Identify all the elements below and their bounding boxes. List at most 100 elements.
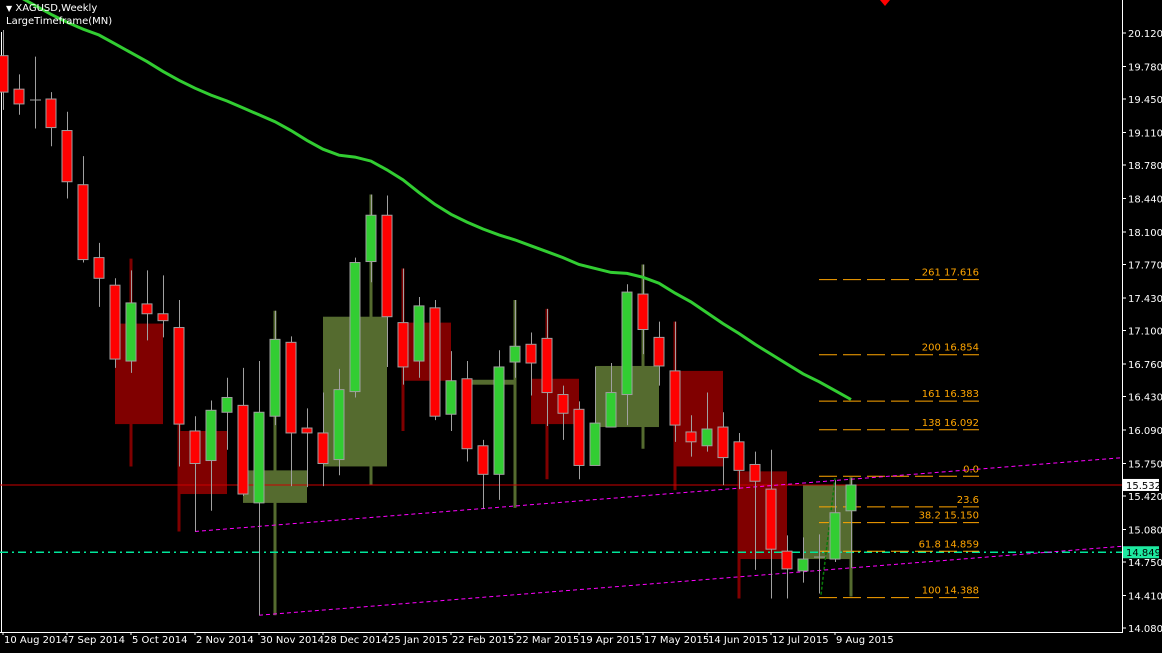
candle (829, 480, 841, 562)
candle (205, 400, 217, 511)
candle (509, 299, 521, 378)
candle (333, 368, 345, 476)
horizontal-lines (0, 484, 1122, 553)
candle (621, 284, 633, 426)
candle (125, 270, 137, 373)
bear-candle-body (653, 336, 665, 367)
bull-candle-body (349, 262, 361, 393)
time-tick-label: 9 Aug 2015 (836, 635, 894, 646)
candle (605, 363, 617, 428)
price-tick-label: 15.420 (1128, 492, 1162, 503)
candle (285, 336, 297, 487)
monthly-candle-body (115, 323, 163, 425)
bear-candle-body (285, 341, 297, 434)
price-tick-label: 16.760 (1128, 360, 1162, 371)
time-tick-label: 30 Nov 2014 (260, 635, 324, 646)
candle (717, 412, 729, 486)
bear-candle-body (45, 98, 57, 129)
monthly-candle-body (243, 470, 307, 503)
trendlines[interactable] (194, 457, 1122, 616)
time-axis[interactable]: 10 Aug 2014 7 Sep 2014 5 Oct 2014 2 Nov 201… (2, 632, 894, 646)
bull-candle-body (125, 302, 137, 362)
bear-candle-body (77, 184, 89, 261)
candle (845, 478, 857, 568)
candle (349, 257, 361, 398)
price-tick-label: 17.770 (1128, 260, 1162, 271)
bull-candle-body (493, 366, 505, 475)
bear-candle-body (733, 441, 745, 471)
candle (541, 308, 553, 427)
candle (477, 439, 489, 509)
candle (221, 377, 233, 450)
fib-level-label: 38.2 15.150 (919, 511, 979, 522)
bull-candle-body (365, 214, 377, 263)
indicator-label: LargeTimeframe(MN) (6, 16, 113, 27)
price-tick-label: 19.780 (1128, 62, 1162, 73)
bull-candle-body (445, 380, 457, 415)
monthly-candle-body (675, 370, 723, 467)
candle (30, 56, 41, 129)
bear-candle-body (429, 307, 441, 417)
bear-candle-body (13, 88, 25, 105)
bull-candle-body (333, 389, 345, 461)
bear-candle-body (717, 426, 729, 459)
bear-candle-body (397, 322, 409, 368)
chart-title: ▼ XAGUSD,Weekly (6, 3, 97, 15)
candle (461, 361, 473, 462)
level-price-tag-label: 14.849 (1126, 548, 1161, 559)
bear-candle-body (93, 257, 105, 279)
bull-candle-body (269, 338, 281, 417)
collapse-triangle-icon[interactable]: ▼ (6, 4, 13, 13)
price-tick-label: 18.440 (1128, 194, 1162, 205)
time-tick-label: 2 Nov 2014 (196, 635, 254, 646)
trendline[interactable] (194, 457, 1122, 532)
fib-trend-line[interactable] (820, 478, 836, 595)
candle (301, 408, 313, 488)
time-tick-label: 12 Jul 2015 (772, 635, 829, 646)
price-tick-label: 16.430 (1128, 393, 1162, 404)
bull-candle-body (701, 428, 713, 447)
trendline[interactable] (258, 545, 1122, 616)
candle (189, 416, 201, 532)
candle (269, 310, 281, 426)
monthly-candle-body (531, 378, 579, 425)
bear-candle-body (173, 327, 185, 425)
candle (173, 299, 185, 467)
time-tick-label: 19 Apr 2015 (580, 635, 642, 646)
bear-candle-body (749, 463, 761, 482)
candle (669, 321, 681, 442)
bull-candle-body (845, 484, 857, 512)
bull-candle-body (221, 396, 233, 413)
bull-candle-body (205, 409, 217, 462)
time-tick-label: 7 Sep 2014 (68, 635, 125, 646)
candle (381, 195, 393, 367)
candle (749, 451, 761, 570)
price-tick-label: 14.410 (1128, 591, 1162, 602)
bear-candle-body (301, 427, 313, 434)
price-tick-label: 17.100 (1128, 327, 1162, 338)
bull-candle-body (413, 305, 425, 362)
bear-candle-body (669, 370, 681, 426)
price-axis[interactable]: 20.120 19.780 19.450 19.110 18.780 18.440 18.1… (1123, 29, 1162, 635)
candle (253, 361, 265, 616)
bear-candle-body (141, 303, 153, 315)
moving-average-line (22, 0, 852, 401)
monthly-candle-body (467, 379, 515, 385)
candle (589, 366, 601, 466)
chart-shift-marker-icon[interactable] (880, 0, 890, 6)
bull-candle-body (605, 392, 617, 428)
level-price-tag (1123, 546, 1159, 559)
bear-candle-body (157, 313, 169, 322)
bear-candle-body (557, 394, 569, 414)
bear-candle-body (381, 214, 393, 318)
bear-candle-body (109, 284, 121, 360)
candle (781, 535, 793, 599)
candle (93, 242, 105, 307)
time-tick-label: 5 Oct 2014 (132, 635, 187, 646)
fib-level-label: 161 16.383 (922, 389, 979, 400)
candle (765, 449, 777, 599)
fib-level-label: 61.8 14.859 (919, 539, 979, 550)
candle (573, 401, 585, 480)
